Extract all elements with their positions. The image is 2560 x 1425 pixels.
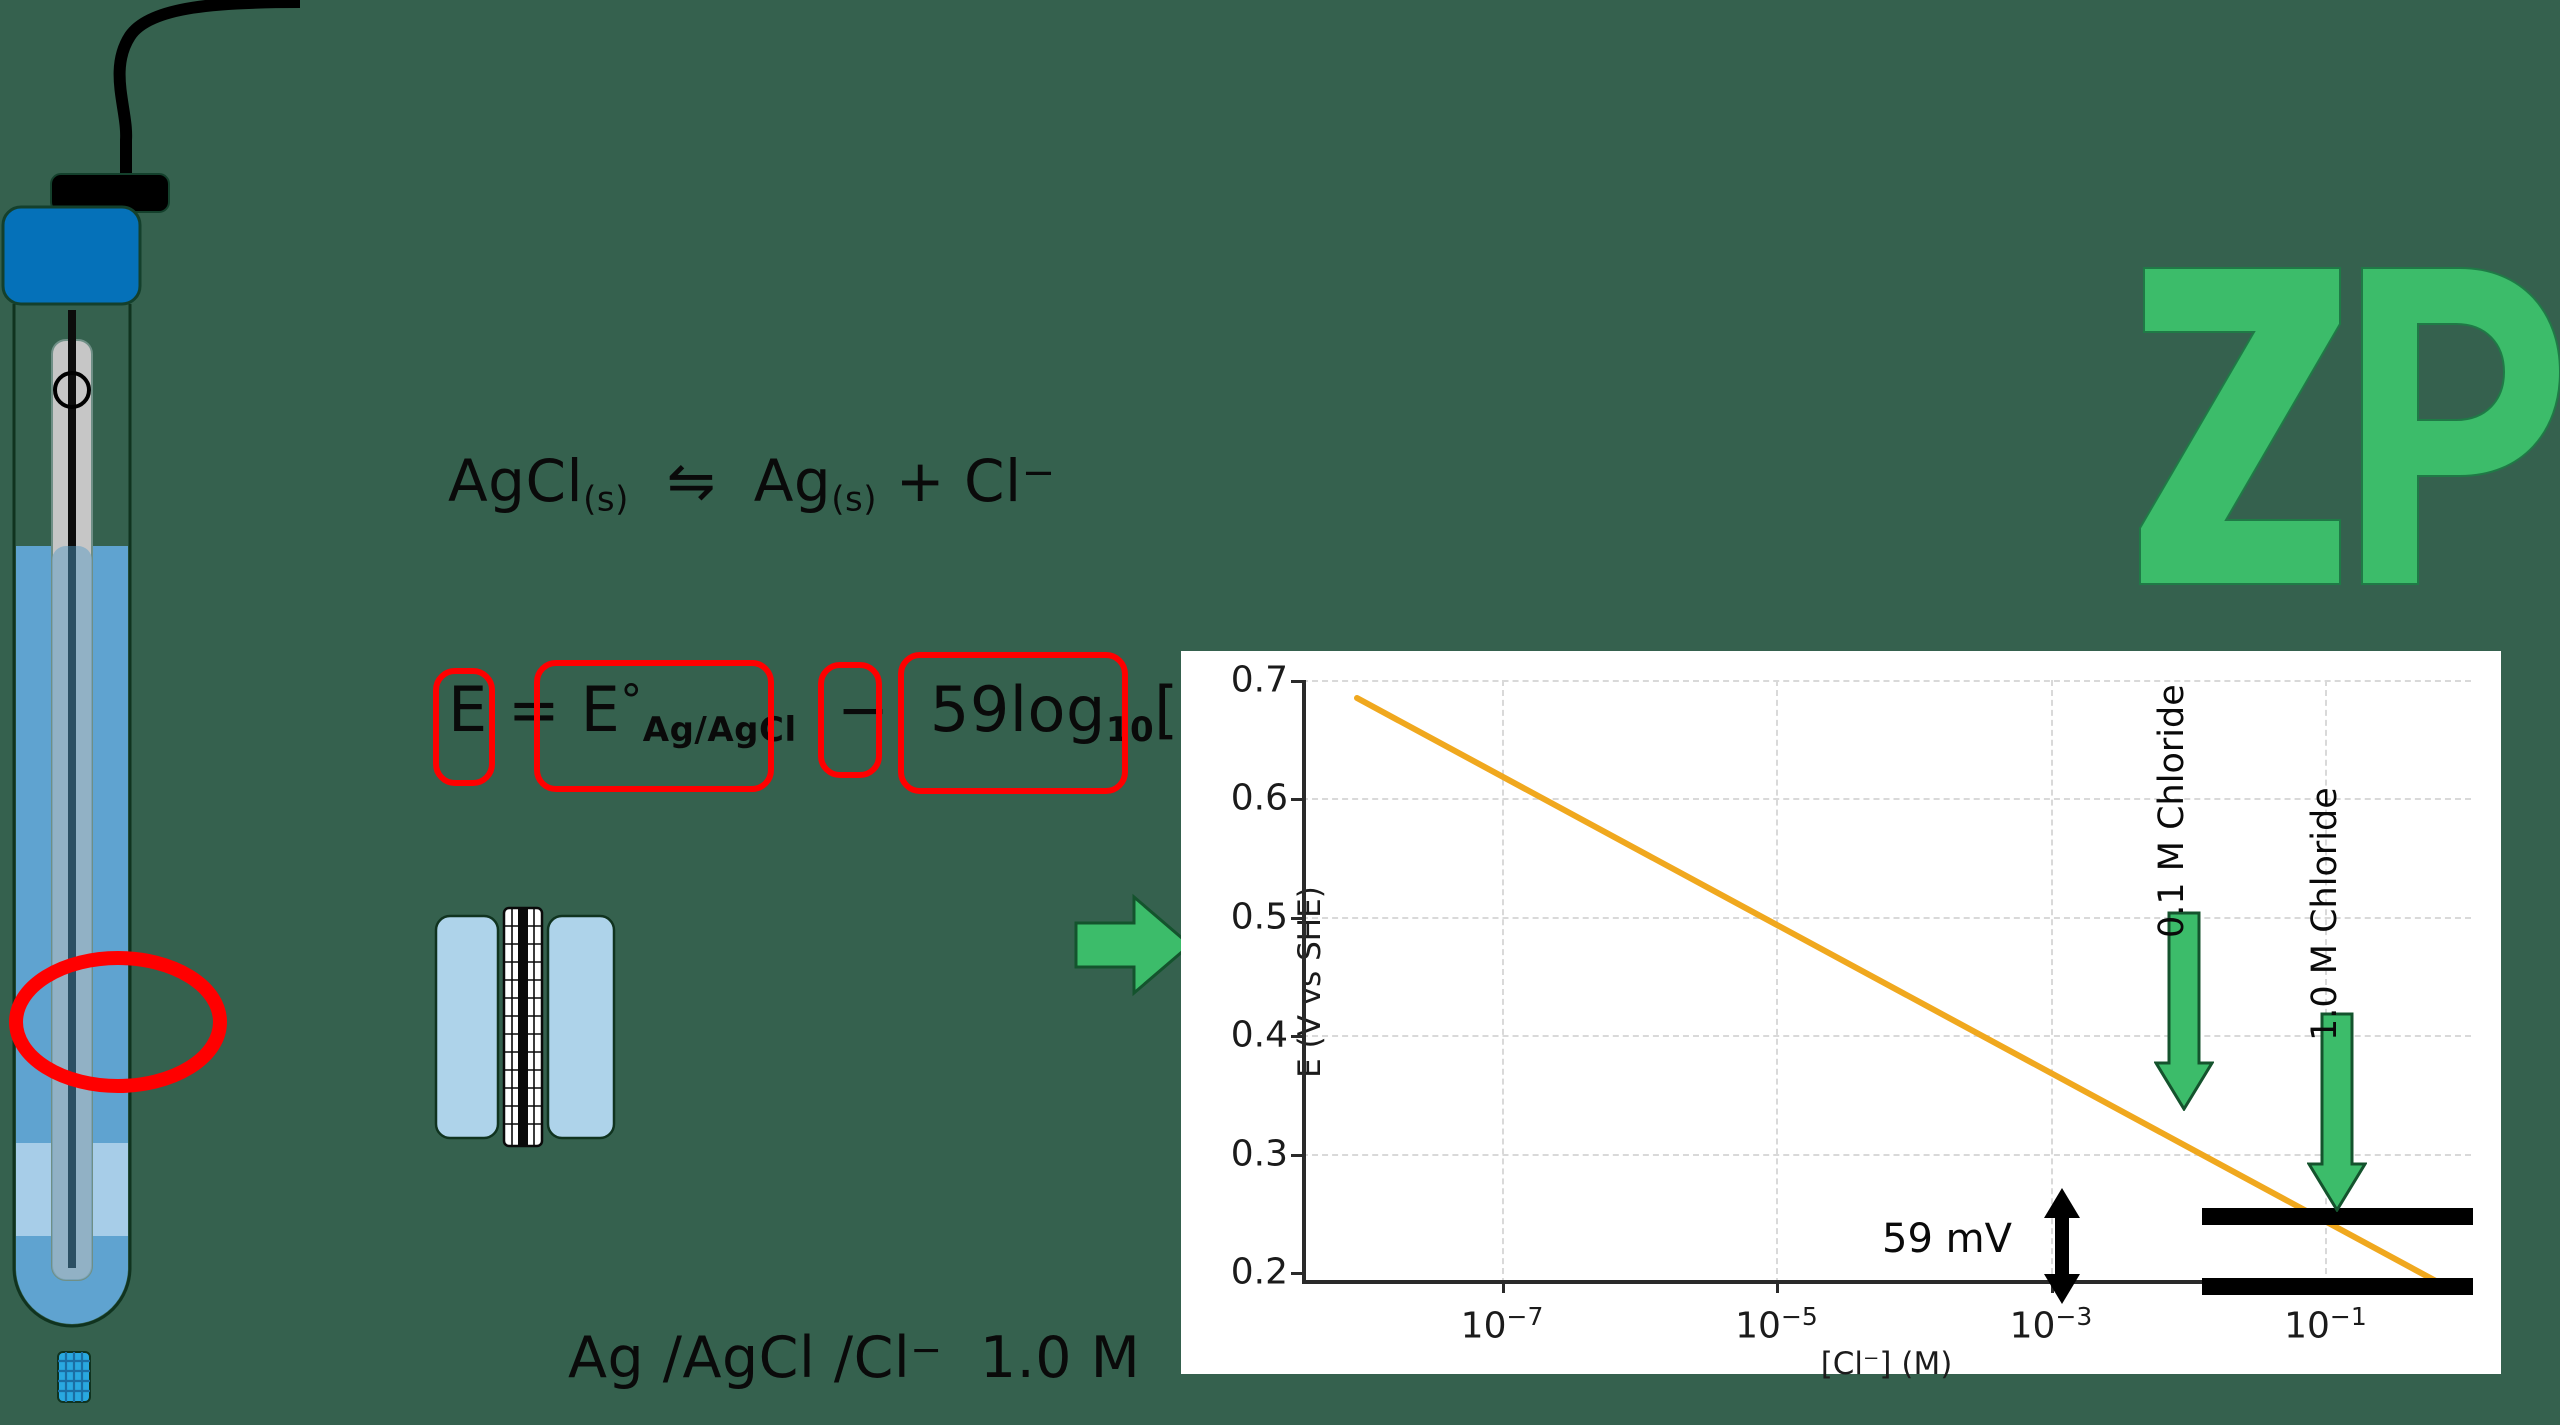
electrode-cap <box>1 205 142 306</box>
nernst-slope: 59 <box>929 673 1010 746</box>
ytick-mark-0.4 <box>1291 1035 1302 1039</box>
ytick-label-0.3: 0.3 <box>1230 1133 1288 1175</box>
ytick-mark-0.6 <box>1291 798 1302 802</box>
nernst-log-sub: 10 <box>1105 710 1155 751</box>
reaction-rhs1: Ag <box>753 447 832 515</box>
reaction-lhs: AgCl <box>448 447 584 515</box>
zp-logo <box>2130 262 2560 592</box>
gridline-y-0.6 <box>1302 798 2471 801</box>
gridline-y-0.4 <box>1302 1035 2471 1038</box>
delta-double-arrow <box>2044 1188 2080 1304</box>
gridline-y-0.3 <box>1302 1153 2471 1156</box>
level-bar-0.1M <box>2202 1208 2474 1225</box>
zp-logo-letter-z <box>2139 267 2341 585</box>
x-axis-label: [Cl⁻] (M) <box>1821 1346 1953 1382</box>
callout-label-1.0M: 1.0 M Chloride <box>2305 787 2345 1041</box>
highlight-box-slope <box>818 662 882 778</box>
gridline-y-0.7 <box>1302 680 2471 682</box>
reaction-arrow-glyph: ⇋ <box>666 447 716 515</box>
stack-membrane <box>502 906 544 1148</box>
highlight-box-E <box>433 668 495 786</box>
x-axis-label-text: [Cl⁻] (M) <box>1820 1346 1953 1382</box>
xtick-label-1e-5: 10−5 <box>1735 1302 1818 1347</box>
nernst-line <box>1354 695 2448 1284</box>
electrode-highlight-circle <box>9 951 227 1093</box>
electrode-cable <box>113 0 300 211</box>
stack-core <box>518 908 528 1146</box>
gridline-y-0.5 <box>1302 916 2471 919</box>
stack-label-sup: − <box>910 1327 943 1372</box>
ytick-label-0.4: 0.4 <box>1230 1014 1288 1056</box>
delta-mv-text: 59 mV <box>1882 1216 2012 1262</box>
zp-logo-letter-p <box>2361 267 2560 585</box>
xtick-mark-1e-7 <box>1502 1284 1506 1293</box>
reaction-rhs2-sup: − <box>1021 449 1056 496</box>
ytick-label-0.6: 0.6 <box>1230 777 1288 819</box>
ytick-label-0.5: 0.5 <box>1230 896 1288 938</box>
level-bar-1.0M <box>2202 1278 2474 1295</box>
ytick-mark-0.5 <box>1291 916 1302 920</box>
ytick-mark-0.2 <box>1291 1272 1302 1276</box>
electrode-tube-marker <box>53 371 91 409</box>
electrode-body-outline <box>12 304 132 1328</box>
callout-arrow-0.1M <box>2154 911 2214 1111</box>
stack-label-conc: 1.0 M <box>979 1325 1141 1391</box>
xtick-label-1e-3: 10−3 <box>2009 1302 2093 1347</box>
ytick-mark-0.7 <box>1291 680 1302 683</box>
highlight-box-log-term <box>898 652 1128 794</box>
gridline-x-1e-3 <box>2050 680 2053 1284</box>
ytick-mark-0.3 <box>1291 1153 1302 1157</box>
reference-electrode <box>0 0 300 1425</box>
electrode-frit <box>57 1351 91 1403</box>
reaction-lhs-sub: (s) <box>583 479 629 520</box>
nernst-log: log <box>1009 673 1106 746</box>
nernst-E0: E <box>580 673 621 746</box>
reaction-rhs2: Cl <box>963 447 1022 515</box>
xtick-mark-1e-3 <box>2050 1284 2054 1293</box>
delta-mv-label: 59 mV <box>1882 1216 2012 1262</box>
y-axis-line <box>1302 680 1306 1284</box>
stack-label: Ag /AgCl /Cl− 1.0 M <box>568 1325 1140 1391</box>
ytick-label-0.2: 0.2 <box>1230 1251 1288 1293</box>
stack-label-text: Ag /AgCl /Cl <box>568 1325 911 1391</box>
plot-area: E (V vs SHE) [Cl⁻] (M) <box>1231 660 2474 1382</box>
reaction-rhs1-sub: (s) <box>831 479 877 520</box>
ytick-label-0.7: 0.7 <box>1230 659 1288 701</box>
xtick-label-1e-7: 10−7 <box>1460 1302 1544 1347</box>
xtick-label-1e-1: 10−1 <box>2284 1302 2367 1347</box>
reaction-plus: + <box>895 447 946 515</box>
gridline-x-1e-5 <box>1776 680 1779 1284</box>
x-axis-line <box>1302 1280 2471 1284</box>
callout-arrow-1.0M <box>2307 1012 2367 1212</box>
nernst-chart-panel: E (V vs SHE) [Cl⁻] (M) <box>1181 651 2501 1382</box>
reaction-equation: AgCl(s) ⇋ Ag(s) + Cl− <box>448 447 1056 520</box>
stack-block-right <box>546 914 616 1140</box>
gridline-x-1e-1 <box>2325 680 2328 1284</box>
callout-label-0.1M: 0.1 M Chloride <box>2152 684 2192 938</box>
transition-arrow-right <box>1072 885 1202 1005</box>
nernst-equals: = <box>507 673 561 746</box>
xtick-mark-1e-5 <box>1776 1284 1780 1293</box>
stack-block-left <box>434 914 500 1140</box>
highlight-box-E-standard <box>534 660 774 792</box>
gridline-x-1e-7 <box>1502 680 1505 1284</box>
nernst-E0-degree: ° <box>620 675 643 727</box>
ag-agcl-cl-stack <box>430 900 760 1150</box>
